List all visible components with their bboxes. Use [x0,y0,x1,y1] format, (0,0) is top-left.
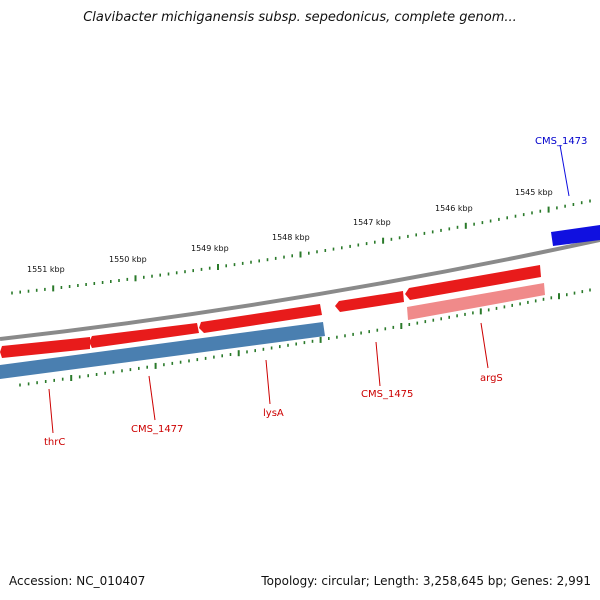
scale-label-1550: 1550 kbp [109,255,147,264]
leader-args [480,322,489,369]
gene-lysa[interactable] [199,304,322,333]
leader-cms-1475 [375,341,381,387]
accession-text: Accession: NC_010407 [9,574,146,588]
leader-cms-1477 [148,375,156,421]
scale-label-1545: 1545 kbp [515,188,553,197]
gene-thrc[interactable] [0,337,90,358]
lower-scale-ticks [19,288,591,387]
label-thrc: thrC [44,437,65,448]
scale-label-1551: 1551 kbp [27,265,65,274]
gene-cms-1473[interactable] [551,225,600,246]
genome-summary-text: Topology: circular; Length: 3,258,645 bp… [261,574,591,588]
reverse-feature-band [0,322,325,379]
label-cms-1473: CMS_1473 [535,136,587,147]
gene-args-rna [407,283,545,320]
scale-label-1548: 1548 kbp [272,233,310,242]
scale-label-1547: 1547 kbp [353,218,391,227]
scale-label-1549: 1549 kbp [191,244,229,253]
genome-backbone [0,238,600,341]
label-cms-1475: CMS_1475 [361,389,413,400]
leader-lysa [265,359,271,405]
gene-args[interactable] [405,265,541,300]
label-args: argS [480,373,503,384]
scale-label-1546: 1546 kbp [435,204,473,213]
gene-cms-1477[interactable] [89,323,199,348]
gene-cms-1475[interactable] [335,291,404,312]
label-lysa: lysA [263,408,284,419]
leader-thrc [48,388,54,434]
leader-cms-1473 [559,144,570,197]
label-cms-1477: CMS_1477 [131,424,183,435]
map-title: Clavibacter michiganensis subsp. sepedon… [83,10,517,25]
upper-scale-ticks [11,199,591,295]
